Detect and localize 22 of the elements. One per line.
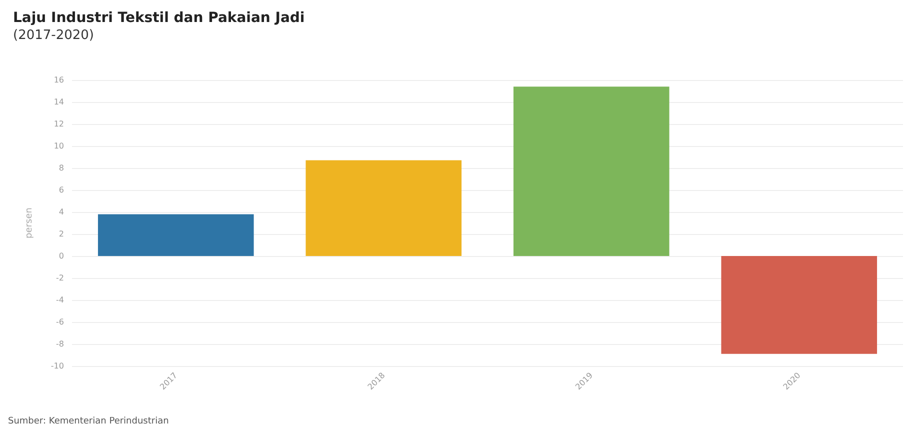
y-tick-label: -2 [56,274,64,282]
y-tick-label: 4 [58,208,64,216]
y-tick-label: -6 [56,318,64,326]
y-tick-label: -4 [56,296,64,304]
bar [98,214,254,256]
bar [513,86,670,256]
chart-title: Laju Industri Tekstil dan Pakaian Jadi [13,10,305,26]
y-tick-label: 10 [54,142,64,150]
text: Sumber: Kementerian Perindustrian [8,416,169,426]
y-tick-label: 12 [54,120,64,128]
bar [721,256,878,354]
chart-subtitle: (2017-2020) [13,28,94,43]
y-tick-label: 2 [58,230,64,238]
y-tick-label: 14 [54,98,64,106]
y-tick-label: -10 [50,362,64,370]
y-tick-label: 0 [58,252,64,260]
y-tick-label: -8 [56,340,64,348]
bar [306,160,462,256]
y-tick-label: 8 [58,164,64,172]
y-axis-title: persen [24,208,34,238]
y-tick-label: 6 [58,186,64,194]
y-tick-label: 16 [54,76,64,84]
